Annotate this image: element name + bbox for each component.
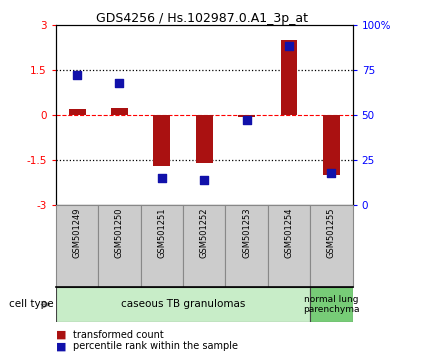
Bar [69, 109, 86, 115]
Bar [310, 205, 353, 287]
Point [158, 176, 165, 181]
Bar [310, 287, 353, 322]
Bar [238, 115, 255, 116]
Text: normal lung
parenchyma: normal lung parenchyma [303, 295, 359, 314]
Bar [196, 115, 213, 163]
Text: GSM501255: GSM501255 [327, 208, 336, 258]
Bar [111, 108, 128, 115]
Text: GSM501254: GSM501254 [285, 208, 294, 258]
Bar [141, 205, 183, 287]
Bar [268, 205, 310, 287]
Point [74, 73, 80, 78]
Text: ■: ■ [56, 341, 66, 351]
Text: GDS4256 / Hs.102987.0.A1_3p_at: GDS4256 / Hs.102987.0.A1_3p_at [96, 12, 308, 25]
Point [116, 80, 123, 85]
Text: percentile rank within the sample: percentile rank within the sample [73, 341, 238, 351]
Bar [56, 287, 310, 322]
Point [328, 170, 335, 176]
Bar [183, 205, 225, 287]
Bar [225, 205, 268, 287]
Bar [323, 115, 340, 175]
Text: GSM501253: GSM501253 [242, 208, 251, 258]
Point [286, 44, 292, 49]
Text: ■: ■ [56, 330, 66, 339]
Bar [154, 115, 170, 166]
Text: transformed count: transformed count [73, 330, 164, 339]
Point [243, 118, 250, 123]
Text: GSM501252: GSM501252 [200, 208, 209, 258]
Text: GSM501251: GSM501251 [157, 208, 166, 258]
Point [201, 177, 208, 183]
Text: GSM501250: GSM501250 [115, 208, 124, 258]
Text: GSM501249: GSM501249 [73, 208, 82, 258]
Text: caseous TB granulomas: caseous TB granulomas [121, 299, 245, 309]
Bar [56, 205, 98, 287]
Bar [280, 40, 298, 115]
Bar [98, 205, 141, 287]
Text: cell type: cell type [9, 299, 53, 309]
